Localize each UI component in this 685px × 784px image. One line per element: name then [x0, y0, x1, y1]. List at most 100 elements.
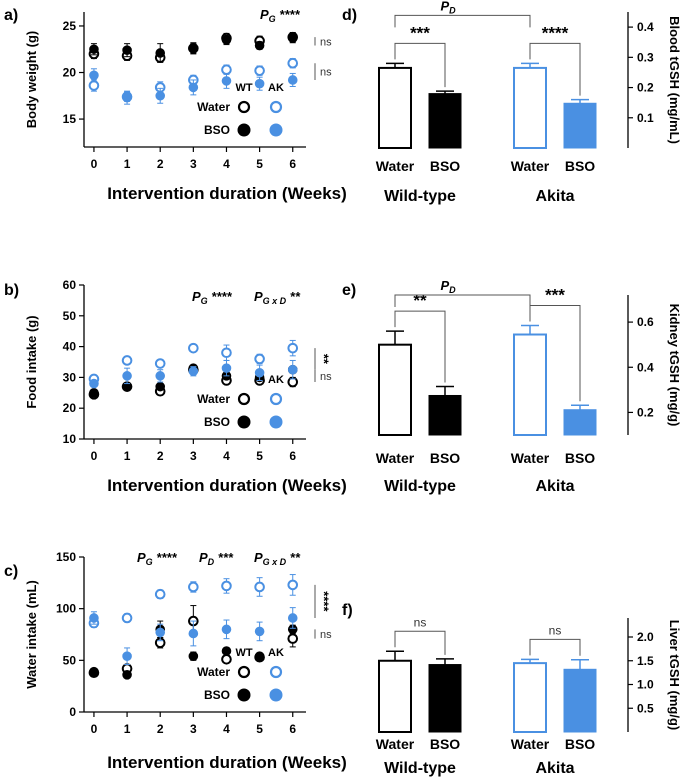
data-point — [287, 342, 299, 354]
data-point — [154, 588, 166, 600]
data-point — [254, 581, 265, 593]
legend-col-wt: WT — [235, 647, 252, 659]
legend-marker — [269, 392, 283, 406]
y-tick-label: 20 — [63, 66, 77, 80]
p-annotation: PD — [441, 0, 457, 15]
y-tick-label: 0.4 — [637, 360, 654, 374]
sig-label: ns — [549, 623, 562, 637]
p-annotation-sub: G x D — [263, 557, 287, 567]
p-annotation-sub: G — [201, 296, 208, 306]
sig-label: ns — [320, 629, 332, 641]
data-point — [89, 388, 99, 398]
y-axis-label: Body weight (g) — [24, 31, 39, 129]
sig-bracket — [394, 310, 446, 383]
panel-b: b) 10 20 30 40 50 60 0 1 2 3 4 5 6 Intervention durati… — [4, 278, 347, 495]
series-ak-water — [88, 339, 299, 385]
bar — [563, 102, 597, 149]
p-annotation: PG x D ** — [254, 550, 301, 567]
x-tick-label: 3 — [190, 157, 197, 171]
y-tick-label: 40 — [63, 340, 77, 354]
y-tick-label: 50 — [63, 309, 77, 323]
x-tick-label: 4 — [223, 722, 230, 736]
p-annotation-p: P — [254, 289, 263, 304]
x-tick-label: 1 — [124, 722, 131, 736]
panel-label: f) — [342, 602, 353, 619]
x-tick-label: 0 — [91, 449, 98, 463]
data-point — [188, 82, 199, 93]
y-tick-label: 1.5 — [637, 654, 654, 668]
data-point — [221, 347, 232, 359]
legend-col-ak: AK — [268, 82, 284, 94]
x-axis-label: Intervention duration (Weeks) — [107, 753, 347, 772]
x-tick-label: 2 — [157, 449, 164, 463]
legend-marker — [269, 665, 283, 679]
y-tick-label: 10 — [63, 432, 77, 446]
data-point — [89, 613, 99, 623]
group-label: Wild-type — [384, 478, 456, 495]
y-tick-label: 15 — [63, 112, 77, 126]
y-axis-label: Food intake (g) — [24, 315, 39, 408]
p-annotation-sub: D — [449, 285, 456, 295]
group-label: Akita — [535, 760, 574, 777]
data-point — [155, 48, 166, 58]
data-point — [122, 670, 132, 680]
y-tick-label: 0.2 — [637, 81, 654, 95]
x-tick-label: 0 — [91, 157, 98, 171]
bar — [563, 409, 597, 436]
p-annotation-p: P — [137, 550, 146, 565]
data-point — [254, 40, 265, 51]
legend-marker — [269, 100, 283, 114]
sig-bracket — [529, 304, 581, 402]
group-label: Wild-type — [384, 188, 456, 205]
y-axis-label: Water intake (mL) — [24, 580, 39, 689]
legend-row-water: Water — [197, 665, 230, 679]
y-axis-label: Blood tGSH (mg/mL) — [667, 16, 682, 144]
sig-bracket — [394, 630, 446, 655]
category-label: Water — [376, 158, 415, 174]
data-point — [287, 364, 298, 375]
p-annotation: PG **** — [192, 289, 232, 306]
p-annotation: PG x D ** — [254, 289, 301, 306]
data-point — [155, 371, 166, 381]
category-label: Water — [511, 736, 550, 752]
legend-col-ak: AK — [268, 647, 284, 659]
legend-col-wt-hidden: WT — [235, 374, 252, 386]
y-tick-label: 30 — [63, 370, 77, 384]
p-annotation-p: P — [254, 550, 263, 565]
sig-label: *** — [410, 23, 430, 42]
data-point — [287, 33, 298, 43]
data-point — [287, 633, 299, 644]
data-point — [154, 358, 166, 369]
sig-label: ns — [320, 67, 332, 79]
data-point — [122, 371, 132, 381]
y-tick-label: 0.6 — [637, 315, 654, 329]
y-tick-label: 2.0 — [637, 630, 654, 644]
data-point — [122, 92, 132, 103]
data-point — [221, 580, 232, 592]
x-tick-label: 0 — [91, 722, 98, 736]
p-annotation-p: P — [192, 289, 201, 304]
y-tick-label: 0.5 — [637, 701, 654, 715]
p-annotation-stars: **** — [276, 7, 301, 22]
p-annotation: PD — [441, 278, 457, 295]
x-tick-label: 2 — [157, 722, 164, 736]
y-tick-label: 0.1 — [637, 111, 654, 125]
panel-d: d) 0.1 0.2 0.3 0.4 Blood tGSH (mg/mL) Water BSO… — [342, 0, 682, 205]
p-annotation-p: P — [260, 7, 269, 22]
y-tick-label: 0 — [69, 705, 76, 719]
bar — [378, 66, 412, 149]
group-label: Akita — [535, 478, 574, 495]
p-annotation-stars: *** — [214, 550, 234, 565]
series-wt-bso — [89, 32, 298, 63]
panel-label: e) — [342, 282, 356, 299]
data-point — [254, 78, 265, 89]
p-annotation-stars: **** — [208, 289, 233, 304]
data-point — [221, 624, 232, 635]
data-point — [221, 64, 232, 76]
sig-label: ** — [317, 354, 332, 365]
y-tick-label: 100 — [56, 602, 76, 616]
category-label: BSO — [430, 736, 460, 752]
x-tick-label: 1 — [124, 157, 131, 171]
bar — [513, 66, 547, 149]
data-point — [221, 646, 232, 656]
